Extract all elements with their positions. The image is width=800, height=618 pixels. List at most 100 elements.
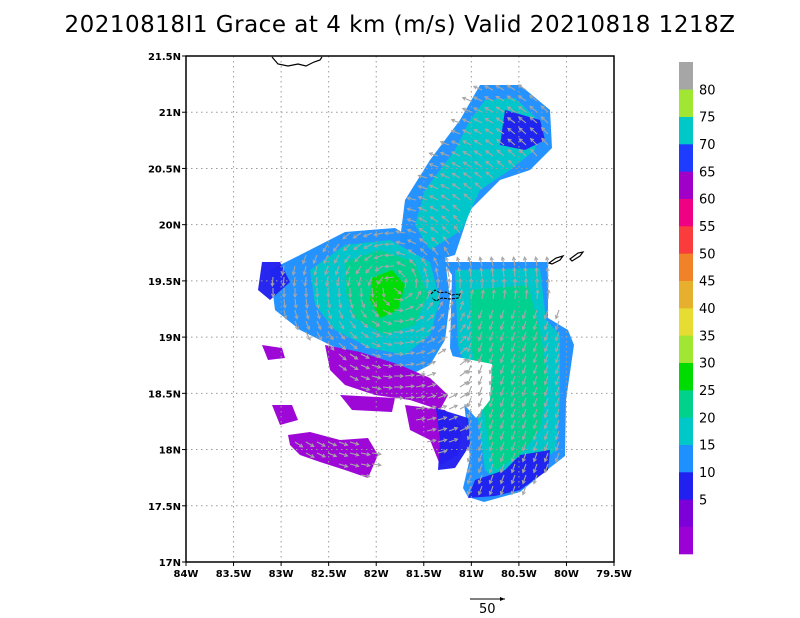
wind-vector — [500, 331, 505, 341]
lat-tick-label: 18N — [159, 446, 181, 457]
wind-vector-head — [429, 206, 434, 210]
lon-tick-label: 84W — [174, 569, 199, 580]
wind-vector — [489, 320, 494, 330]
wind-vector — [426, 290, 431, 300]
wind-vector — [349, 309, 355, 319]
wind-vector-head — [449, 300, 454, 306]
wind-vector — [393, 298, 404, 301]
wind-vector — [292, 265, 296, 275]
wind-vector-head — [474, 171, 479, 176]
wind-vector-head — [461, 96, 467, 101]
wind-vector — [418, 174, 428, 179]
wind-vector-head — [353, 246, 358, 251]
wind-vector — [489, 441, 494, 451]
wind-vector-head — [375, 322, 381, 327]
wind-vector-head — [327, 304, 332, 309]
wind-vector-head — [328, 314, 332, 320]
lon-tick-label: 79.5W — [596, 569, 632, 580]
wind-vector — [426, 326, 435, 333]
wind-vector-head — [459, 289, 464, 294]
wind-vector — [459, 290, 463, 300]
wind-vector — [473, 118, 483, 124]
wind-vector — [448, 427, 458, 432]
wind-vector-head — [441, 336, 447, 342]
wind-vector-head — [479, 267, 484, 272]
wind-vector — [418, 196, 428, 201]
wind-vector-head — [373, 232, 378, 237]
wind-vector-head — [399, 308, 405, 313]
wind-vector-head — [491, 289, 496, 294]
lon-tick-label: 80.5W — [501, 569, 537, 580]
wind-vector — [519, 149, 527, 157]
colorbar-swatch — [679, 472, 693, 500]
wind-vector — [462, 151, 472, 157]
wind-vector-head — [432, 394, 437, 399]
wind-vector-head — [521, 413, 526, 419]
wind-vector-head — [477, 314, 482, 320]
wind-vector-head — [428, 173, 434, 178]
wind-vector — [415, 418, 425, 421]
wind-vector — [474, 161, 483, 168]
wind-vector — [478, 375, 483, 385]
wind-vector — [353, 232, 362, 239]
wind-vector-head — [540, 105, 545, 110]
wind-vector — [485, 171, 494, 179]
wind-vector — [478, 419, 483, 429]
wind-vector — [478, 397, 483, 407]
wind-vector-head — [410, 317, 415, 322]
wind-vector-head — [334, 270, 339, 276]
wind-vector — [441, 205, 450, 212]
wind-vector-head — [408, 258, 414, 264]
wind-vector — [500, 463, 505, 473]
wind-vector — [485, 117, 494, 124]
wind-vector-head — [490, 266, 495, 272]
wind-vector-head — [328, 325, 333, 330]
wind-vector-head — [521, 457, 526, 463]
wind-vector — [546, 267, 549, 278]
reference-vector-label: 50 — [479, 602, 496, 617]
wind-vector — [415, 373, 425, 377]
colorbar-swatch — [679, 116, 693, 145]
wind-vector — [368, 276, 373, 286]
wind-vector — [398, 270, 406, 278]
wind-vector-head — [441, 325, 446, 330]
wind-vector — [468, 257, 472, 267]
wind-vector — [335, 265, 340, 275]
wind-vector — [467, 331, 472, 341]
wind-vector — [533, 309, 538, 319]
wind-vector-head — [532, 336, 537, 342]
wind-vector-head — [462, 140, 467, 144]
wind-vector — [349, 441, 359, 446]
wind-vector — [342, 232, 351, 240]
wind-vector — [345, 265, 351, 275]
wind-vector — [518, 95, 527, 102]
wind-vector-head — [543, 457, 548, 463]
wind-vector-head — [510, 314, 515, 320]
wind-vector-head — [417, 185, 422, 190]
lat-tick-label: 21N — [159, 108, 181, 119]
wind-vector — [360, 342, 369, 349]
wind-vector — [393, 287, 402, 295]
wind-vector-head — [554, 424, 559, 430]
wind-vector — [452, 183, 461, 190]
wind-vector — [294, 309, 298, 319]
wind-vector-head — [366, 452, 371, 457]
lat-tick-label: 20.5N — [148, 164, 181, 175]
wind-vector-head — [518, 148, 524, 154]
coastline-cuba — [271, 56, 323, 67]
coastline-cayman-brac — [569, 251, 585, 262]
wind-vector — [371, 342, 381, 347]
wind-vector — [303, 265, 307, 275]
wind-vector-head — [532, 347, 537, 353]
wind-vector-head — [457, 267, 462, 272]
wind-vector — [507, 127, 516, 135]
wind-vector — [338, 309, 344, 319]
wind-vector — [522, 320, 527, 330]
wind-vector — [522, 397, 527, 407]
wind-vector — [529, 95, 538, 102]
wind-vector-head — [496, 160, 501, 165]
wind-vector — [322, 243, 329, 252]
wind-vector — [489, 386, 494, 396]
wind-vector-head — [499, 424, 504, 430]
wind-vector — [533, 386, 538, 396]
